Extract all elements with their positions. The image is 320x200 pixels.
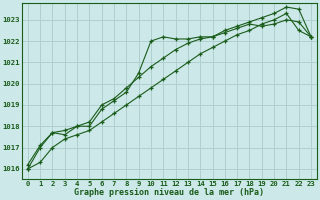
X-axis label: Graphe pression niveau de la mer (hPa): Graphe pression niveau de la mer (hPa) (75, 188, 264, 197)
